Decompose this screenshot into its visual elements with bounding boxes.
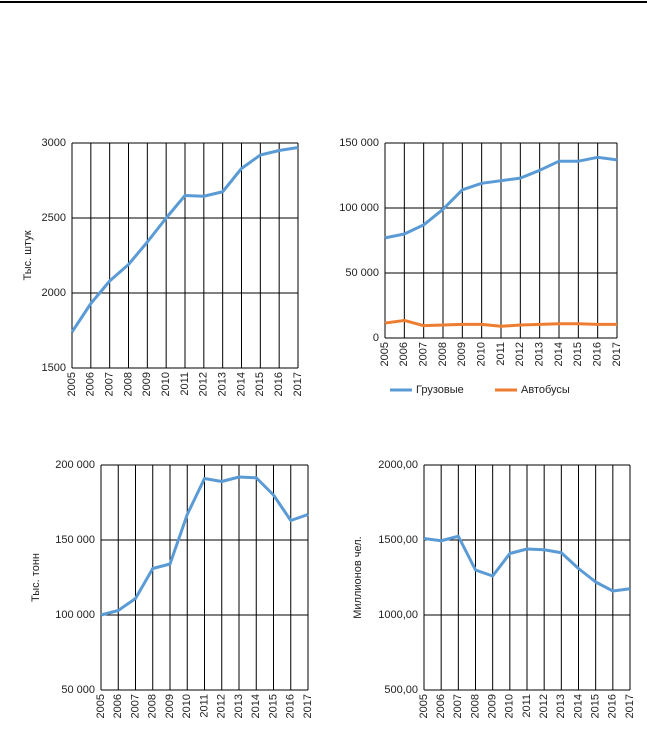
y-tick-label: 50 000 <box>345 267 379 279</box>
y-tick-label: 150 000 <box>339 137 379 149</box>
y-axis-label: Миллионов чел. <box>352 536 364 618</box>
x-tick-label: 2007 <box>129 694 141 718</box>
x-tick-label: 2008 <box>122 372 134 396</box>
x-tick-label: 2013 <box>217 372 229 396</box>
data-line <box>100 475 309 617</box>
x-tick-label: 2009 <box>456 342 468 366</box>
x-tick-label: 2010 <box>160 372 172 396</box>
x-tick-label: 2017 <box>611 342 623 366</box>
data-line <box>70 146 299 333</box>
x-tick-label: 2017 <box>624 694 636 718</box>
x-tick-label: 2017 <box>302 694 314 718</box>
legend-label: Грузовые <box>416 384 464 396</box>
y-tick-label: 1000,00 <box>378 609 418 621</box>
y-tick-label: 3000 <box>42 137 66 149</box>
x-tick-label: 2005 <box>66 372 78 396</box>
data-line <box>384 318 617 328</box>
y-tick-label: 100 000 <box>55 609 95 621</box>
x-tick-label: 2016 <box>285 694 297 718</box>
x-tick-label: 2014 <box>572 694 584 718</box>
x-tick-label: 2016 <box>273 372 285 396</box>
y-axis-label: Тыс. штук <box>22 230 34 280</box>
x-tick-label: 2017 <box>292 372 304 396</box>
x-tick-label: 2006 <box>85 372 97 396</box>
y-tick-label: 2000 <box>42 287 66 299</box>
x-tick-label: 2008 <box>437 342 449 366</box>
y-tick-label: 150 000 <box>55 534 95 546</box>
y-tick-label: 0 <box>373 332 379 344</box>
y-tick-label: 500,00 <box>384 684 418 696</box>
x-tick-label: 2011 <box>521 694 533 718</box>
x-tick-label: 2008 <box>147 694 159 718</box>
x-tick-label: 2009 <box>164 694 176 718</box>
x-tick-label: 2011 <box>179 372 191 396</box>
y-tick-label: 200 000 <box>55 459 95 471</box>
y-tick-label: 2500 <box>42 212 66 224</box>
y-axis-label: Тыс. тонн <box>30 553 42 602</box>
x-tick-label: 2006 <box>435 694 447 718</box>
x-tick-label: 2009 <box>141 372 153 396</box>
x-tick-label: 2015 <box>572 342 584 366</box>
x-tick-label: 2005 <box>95 694 107 718</box>
x-tick-label: 2014 <box>553 342 565 366</box>
x-tick-label: 2013 <box>233 694 245 718</box>
data-line <box>384 155 618 240</box>
y-tick-label: 1500 <box>42 362 66 374</box>
x-tick-label: 2015 <box>267 694 279 718</box>
x-tick-label: 2012 <box>216 694 228 718</box>
x-tick-label: 2011 <box>198 694 210 718</box>
x-tick-label: 2010 <box>476 342 488 366</box>
x-tick-label: 2011 <box>495 342 507 366</box>
x-tick-label: 2016 <box>592 342 604 366</box>
x-tick-label: 2008 <box>469 694 481 718</box>
x-tick-label: 2007 <box>452 694 464 718</box>
x-tick-label: 2007 <box>418 342 430 366</box>
x-tick-label: 2015 <box>590 694 602 718</box>
x-tick-label: 2005 <box>379 342 391 366</box>
x-tick-label: 2013 <box>534 342 546 366</box>
y-tick-label: 2000,00 <box>378 459 418 471</box>
x-tick-label: 2014 <box>250 694 262 718</box>
data-line <box>423 534 631 593</box>
x-tick-label: 2015 <box>254 372 266 396</box>
y-tick-label: 50 000 <box>61 684 95 696</box>
x-tick-label: 2006 <box>398 342 410 366</box>
legend-label: Автобусы <box>521 384 570 396</box>
x-tick-label: 2007 <box>104 372 116 396</box>
x-tick-label: 2005 <box>418 694 430 718</box>
x-tick-label: 2012 <box>514 342 526 366</box>
y-tick-label: 1500,00 <box>378 534 418 546</box>
x-tick-label: 2013 <box>555 694 567 718</box>
x-tick-label: 2010 <box>181 694 193 718</box>
x-tick-label: 2009 <box>487 694 499 718</box>
x-tick-label: 2012 <box>538 694 550 718</box>
x-tick-label: 2012 <box>198 372 210 396</box>
y-tick-label: 100 000 <box>339 202 379 214</box>
x-tick-label: 2016 <box>607 694 619 718</box>
x-tick-label: 2006 <box>112 694 124 718</box>
x-tick-label: 2014 <box>235 372 247 396</box>
x-tick-label: 2010 <box>504 694 516 718</box>
